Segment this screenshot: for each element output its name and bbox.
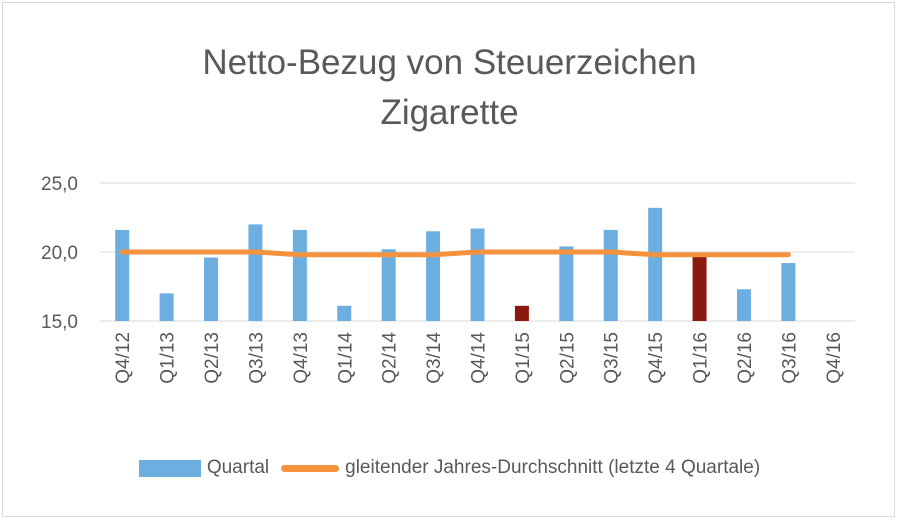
bar bbox=[781, 263, 796, 321]
legend-label-moving-average: gleitender Jahres-Durchschnitt (letzte 4… bbox=[345, 457, 761, 478]
bar bbox=[159, 293, 174, 321]
bar bbox=[426, 231, 441, 321]
legend-label-quartal: Quartal bbox=[206, 457, 270, 478]
bar bbox=[248, 224, 263, 321]
bar-highlight bbox=[692, 254, 707, 321]
x-tick-label: Q4/13 bbox=[291, 332, 312, 384]
x-tick-label: Q2/16 bbox=[735, 332, 756, 384]
legend-swatch-line bbox=[281, 464, 340, 472]
x-axis: Q4/12 Q1/13 Q2/13 Q3/13 Q4/13 Q1/14 Q2/14 Q3/14… bbox=[113, 332, 845, 384]
x-tick-label: Q1/15 bbox=[513, 332, 534, 384]
legend: Quartal gleitender Jahres-Durchschnitt (… bbox=[0, 448, 899, 488]
x-tick-label: Q2/13 bbox=[202, 332, 223, 384]
bar bbox=[603, 229, 618, 321]
bar bbox=[292, 229, 307, 321]
chart-title-line-1: Netto-Bezug von Steuerzeichen bbox=[202, 43, 697, 82]
chart-title: Netto-Bezug von Steuerzeichen Zigarette bbox=[0, 38, 899, 138]
bar bbox=[648, 207, 663, 321]
bar bbox=[470, 228, 485, 321]
line-series bbox=[119, 249, 791, 258]
legend-swatch-bar bbox=[138, 459, 201, 477]
bar bbox=[337, 305, 352, 321]
x-tick-label: Q1/13 bbox=[158, 332, 179, 384]
x-tick-label: Q1/16 bbox=[691, 332, 712, 384]
x-tick-label: Q4/15 bbox=[646, 332, 667, 384]
y-tick-label: 20,0 bbox=[41, 243, 78, 264]
bar bbox=[736, 289, 751, 321]
bar bbox=[381, 249, 396, 321]
x-tick-label: Q1/14 bbox=[335, 332, 356, 384]
y-tick-label: 25,0 bbox=[41, 174, 78, 195]
x-tick-label: Q4/14 bbox=[469, 332, 490, 384]
y-axis: 15,0 20,0 25,0 bbox=[41, 174, 78, 333]
bar bbox=[559, 246, 574, 321]
y-tick-label: 15,0 bbox=[41, 312, 78, 333]
x-tick-label: Q3/14 bbox=[424, 332, 445, 384]
x-tick-label: Q3/13 bbox=[246, 332, 267, 384]
bar-highlight bbox=[514, 305, 529, 321]
moving-average-line bbox=[119, 249, 791, 258]
bar bbox=[115, 229, 130, 321]
x-tick-label: Q2/15 bbox=[557, 332, 578, 384]
x-tick-label: Q4/12 bbox=[113, 332, 134, 384]
x-tick-label: Q3/15 bbox=[602, 332, 623, 384]
bar bbox=[204, 257, 219, 321]
x-tick-label: Q2/14 bbox=[380, 332, 401, 384]
chart-title-line-2: Zigarette bbox=[380, 93, 519, 132]
x-tick-label: Q3/16 bbox=[779, 332, 800, 384]
x-tick-label: Q4/16 bbox=[824, 332, 845, 384]
legend-item-moving-average[interactable]: gleitender Jahres-Durchschnitt (letzte 4… bbox=[281, 457, 760, 479]
legend-item-quartal[interactable]: Quartal bbox=[138, 457, 270, 479]
bar-series bbox=[115, 207, 796, 321]
